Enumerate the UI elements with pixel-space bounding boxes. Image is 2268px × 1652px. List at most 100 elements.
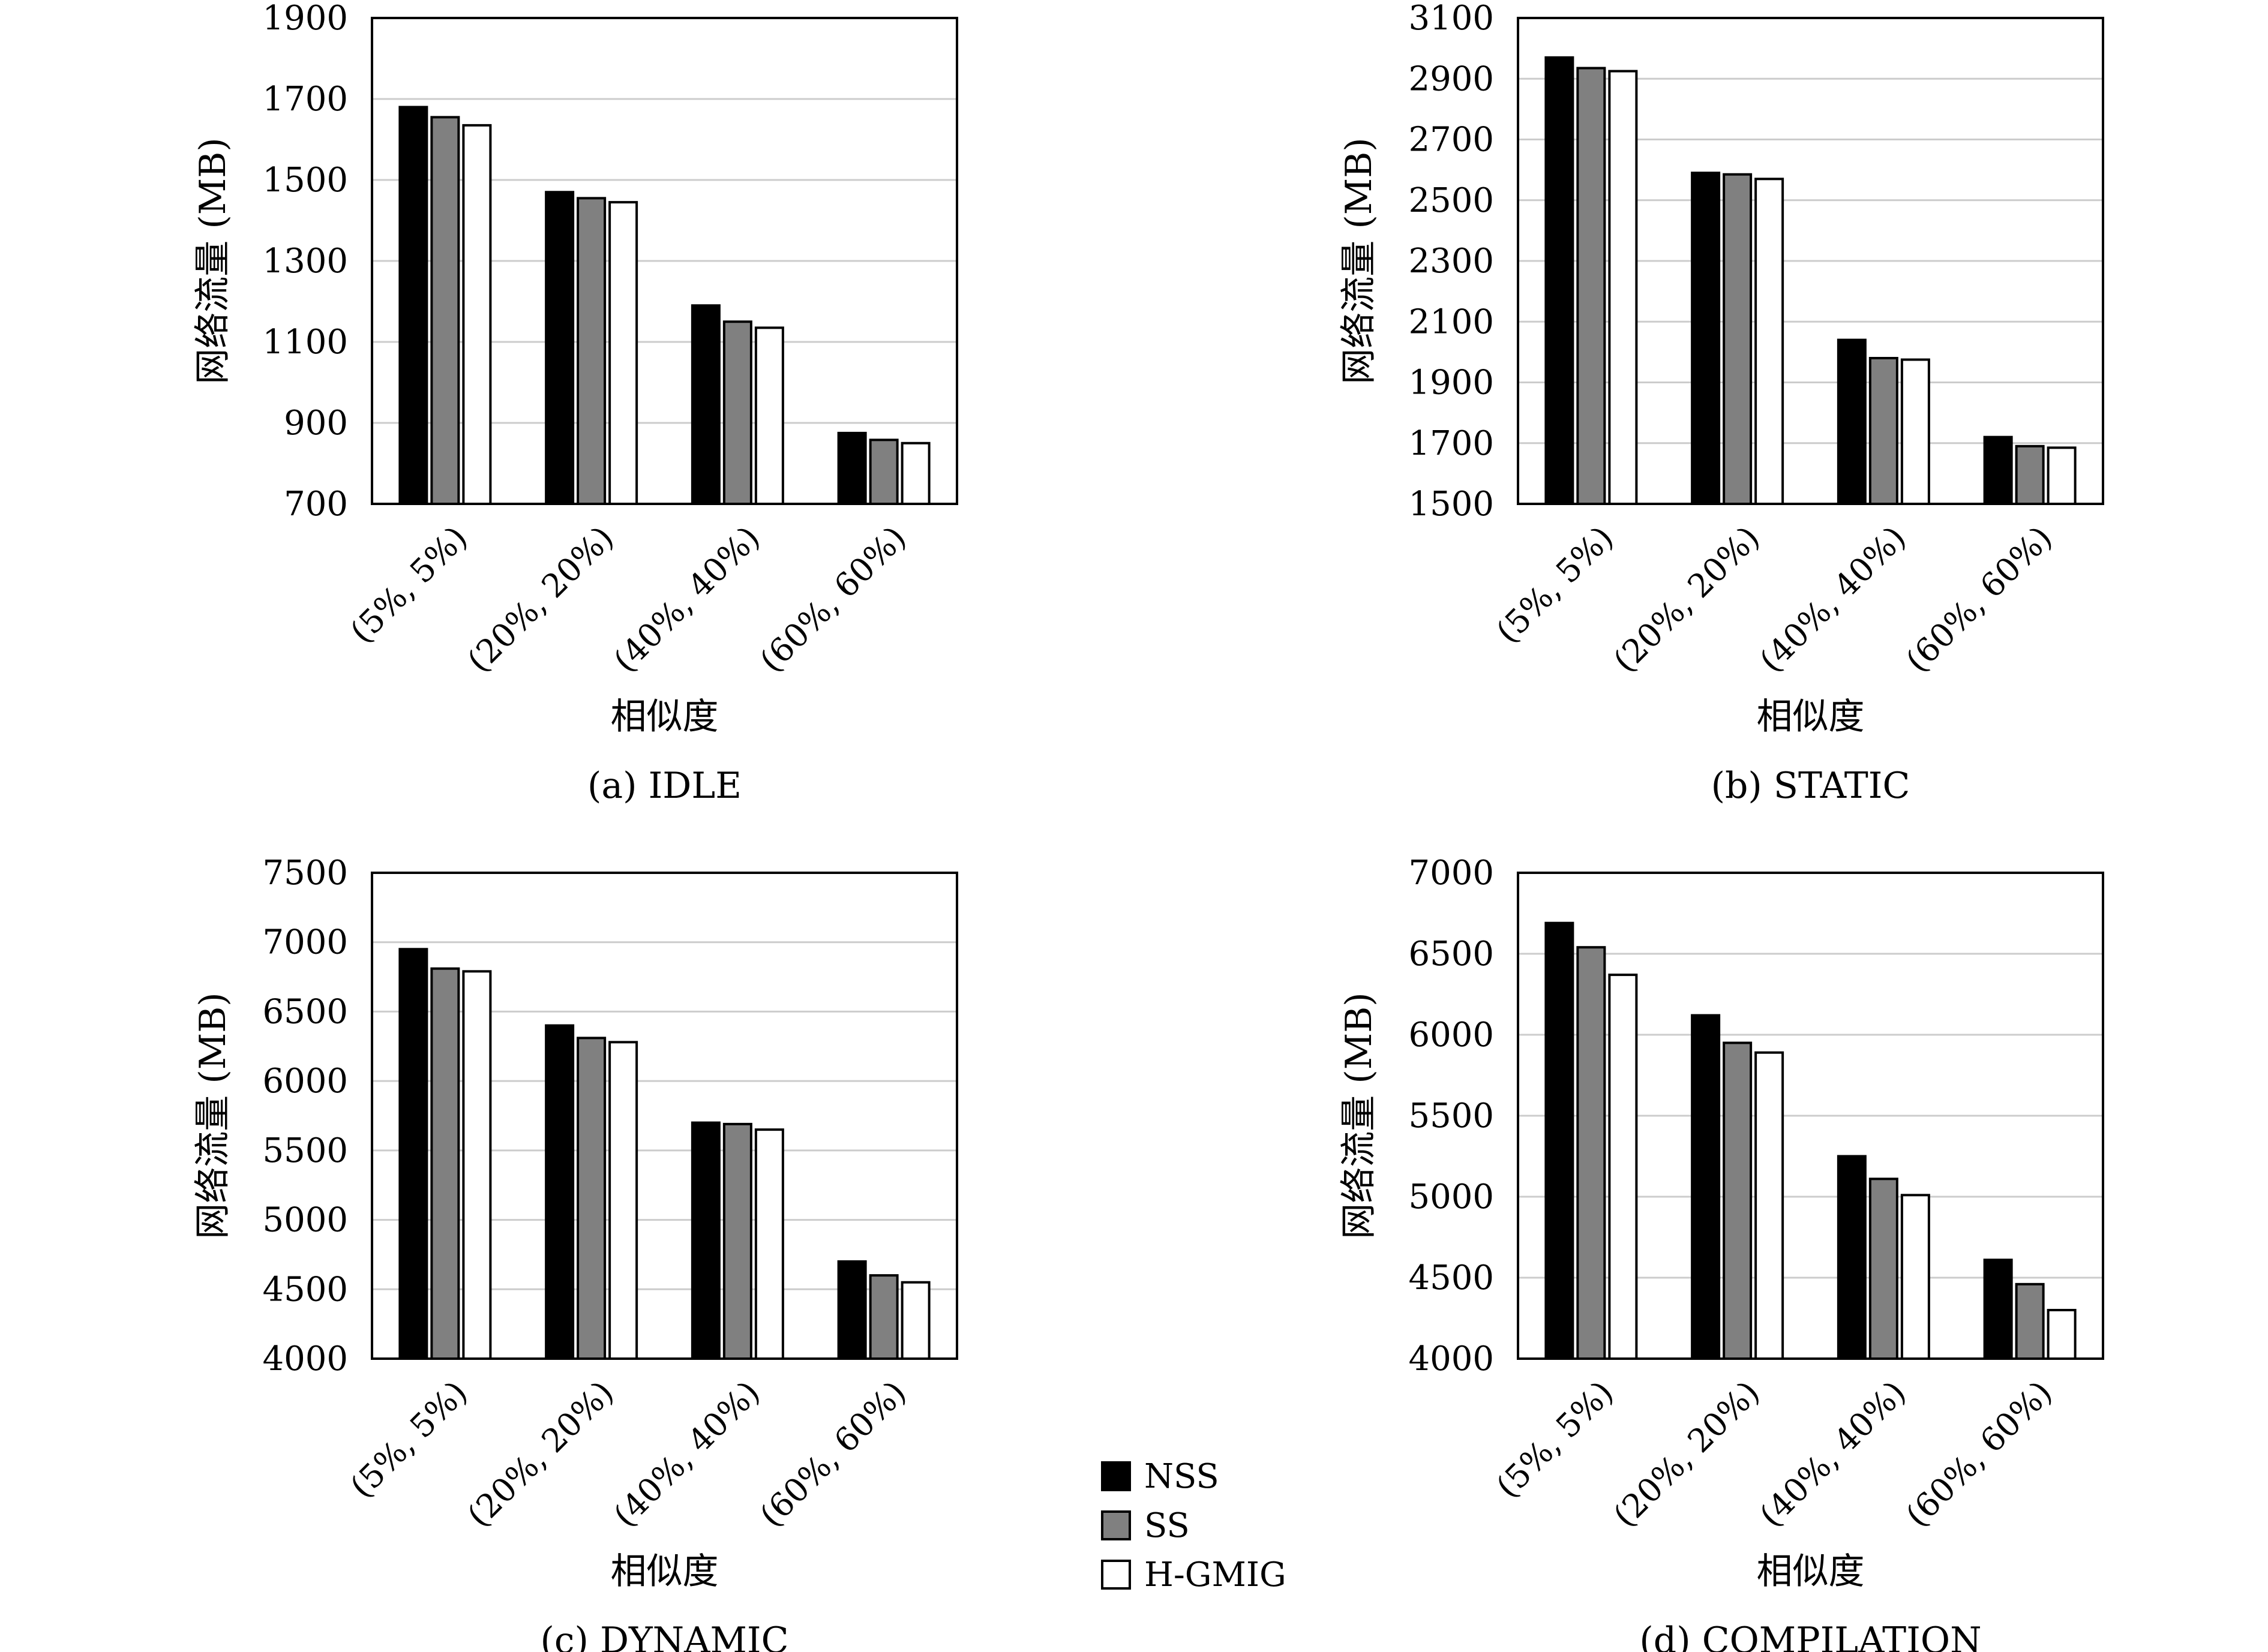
bar-h-gmig: [901, 441, 931, 505]
y-tick-label: 6500: [1408, 935, 1494, 974]
x-tick-label: (40%, 40%): [1752, 1374, 1913, 1534]
bar-ss: [2015, 1282, 2045, 1360]
bar-h-gmig: [462, 124, 492, 505]
y-tick-label: 7000: [262, 923, 348, 962]
legend-label-ss: SS: [1144, 1506, 1190, 1545]
chart-caption: (a) IDLE: [587, 765, 742, 807]
bar-ss: [1868, 1178, 1898, 1360]
x-tick-label: (5%, 5%): [343, 1374, 475, 1506]
chart-panel-1: 700 900 1100 1300 1500 1700 1900 (5%, 5%)(20%, …: [192, 0, 958, 807]
bar-h-gmig: [1608, 974, 1638, 1360]
legend-swatch-nss: [1101, 1461, 1131, 1491]
y-tick-label: 1900: [262, 0, 348, 38]
legend-item-ss: SS: [1101, 1501, 1286, 1550]
y-tick-label: 2500: [1408, 181, 1494, 220]
bar-ss: [869, 438, 899, 505]
bar-nss: [1691, 172, 1721, 505]
y-tick-label: 6500: [262, 992, 348, 1031]
bar-ss: [1576, 946, 1606, 1360]
x-tick-label: (5%, 5%): [1489, 1374, 1621, 1506]
y-tick-label: 6000: [262, 1062, 348, 1101]
bar-ss: [869, 1274, 899, 1360]
bar-ss: [722, 1122, 752, 1360]
y-tick-label: 5000: [1408, 1178, 1494, 1217]
x-tick-label: (20%, 20%): [460, 1374, 620, 1534]
bar-h-gmig: [1900, 358, 1930, 505]
y-axis-label: 网络流量 (MB): [192, 137, 234, 384]
chart-panel-2: 1500 1700 1900 2100 2300 2500 2700 2900 3100 (5%,…: [1338, 0, 2104, 807]
bar-nss: [398, 948, 428, 1360]
chart-caption: (b) STATIC: [1711, 765, 1910, 807]
x-tick-label: (60%, 60%): [752, 1374, 913, 1534]
bar-nss: [1837, 338, 1867, 505]
plot-frame: [371, 17, 958, 505]
plot-frame: [1517, 872, 2104, 1360]
bar-ss: [1723, 1041, 1753, 1360]
x-tick-label: (40%, 40%): [1752, 519, 1913, 680]
y-tick-label: 5500: [1408, 1097, 1494, 1136]
bar-nss: [1983, 1258, 2013, 1360]
y-tick-label: 7000: [1408, 854, 1494, 893]
bar-nss: [1983, 435, 2013, 505]
y-tick-label: 2700: [1408, 121, 1494, 160]
y-axis-label: 网络流量 (MB): [1338, 137, 1380, 384]
y-tick-label: 700: [284, 485, 348, 524]
bar-nss: [1691, 1014, 1721, 1360]
bar-nss: [837, 431, 867, 505]
bar-ss: [1576, 67, 1606, 505]
bar-nss: [1544, 921, 1574, 1360]
y-tick-label: 1100: [262, 323, 348, 362]
bar-nss: [545, 1024, 575, 1360]
bar-ss: [577, 1037, 607, 1360]
bar-h-gmig: [2047, 446, 2077, 505]
legend-swatch-h-gmig: [1101, 1560, 1131, 1590]
y-tick-label: 1700: [262, 80, 348, 119]
x-tick-label: (40%, 40%): [606, 1374, 767, 1534]
y-tick-label: 2100: [1408, 302, 1494, 341]
bar-ss: [1723, 173, 1753, 505]
chart-caption: (c) DYNAMIC: [540, 1620, 788, 1652]
legend-swatch-ss: [1101, 1510, 1131, 1540]
y-tick-label: 3100: [1408, 0, 1494, 38]
bar-h-gmig: [608, 1041, 638, 1360]
plot-frame: [1517, 17, 2104, 505]
legend-label-h-gmig: H-GMIG: [1144, 1555, 1286, 1594]
bar-ss: [1868, 357, 1898, 505]
bar-h-gmig: [754, 1128, 784, 1360]
y-axis-label: 网络流量 (MB): [1338, 992, 1380, 1239]
y-tick-label: 2900: [1408, 59, 1494, 98]
x-tick-label: (60%, 60%): [1898, 519, 2059, 680]
bar-h-gmig: [754, 326, 784, 505]
chart-caption: (d) COMPILATION: [1639, 1620, 1981, 1652]
bar-nss: [691, 304, 721, 505]
legend: NSS SS H-GMIG: [1101, 1452, 1286, 1599]
y-tick-label: 4000: [262, 1339, 348, 1378]
bar-nss: [691, 1121, 721, 1360]
bar-ss: [430, 967, 460, 1360]
plot-frame: [371, 872, 958, 1360]
bar-h-gmig: [1754, 178, 1784, 505]
x-tick-label: (20%, 20%): [1606, 1374, 1766, 1534]
y-tick-label: 4500: [1408, 1258, 1494, 1297]
bar-h-gmig: [462, 970, 492, 1360]
bar-h-gmig: [1608, 70, 1638, 505]
y-axis-label: 网络流量 (MB): [192, 992, 234, 1239]
chart-panel-4: 4000 4500 5000 5500 6000 6500 7000 (5%, 5%)(20%…: [1338, 854, 2104, 1652]
bar-ss: [722, 320, 752, 505]
y-tick-label: 1500: [1408, 485, 1494, 524]
y-tick-label: 4500: [262, 1270, 348, 1309]
legend-item-nss: NSS: [1101, 1452, 1286, 1501]
x-axis-label: 相似度: [1757, 696, 1865, 738]
y-tick-label: 900: [284, 404, 348, 443]
y-tick-label: 5500: [262, 1131, 348, 1170]
x-tick-label: (5%, 5%): [343, 519, 475, 651]
legend-label-nss: NSS: [1144, 1456, 1219, 1496]
bar-nss: [1837, 1155, 1867, 1360]
bar-nss: [545, 191, 575, 505]
bar-h-gmig: [901, 1281, 931, 1360]
bar-h-gmig: [1754, 1051, 1784, 1360]
bar-h-gmig: [1900, 1194, 1930, 1360]
y-tick-label: 6000: [1408, 1016, 1494, 1055]
y-tick-label: 1500: [262, 161, 348, 200]
